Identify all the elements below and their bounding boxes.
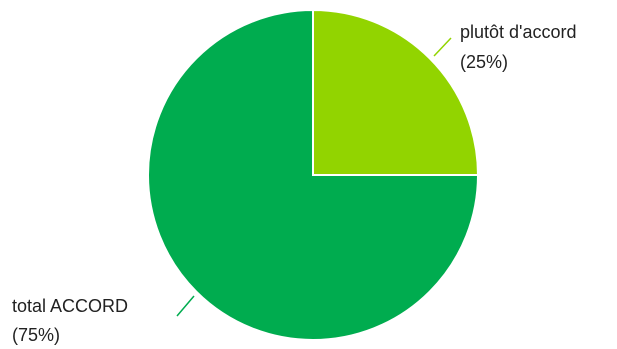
slice-label-plutot-daccord: plutôt d'accord [460,22,577,42]
slice-percent-plutot-daccord: (25%) [460,52,508,72]
leader-line-total-accord [176,295,195,317]
leader-line-plutot-daccord [433,37,452,57]
pie-slices [147,8,480,341]
pie-labels: plutôt d'accord (25%) total ACCORD (75%) [12,22,577,345]
slice-percent-total-accord: (75%) [12,325,60,345]
pie-slice-1 [147,8,480,341]
slice-label-total-accord: total ACCORD [12,296,128,316]
pie-slice-0 [312,8,480,176]
